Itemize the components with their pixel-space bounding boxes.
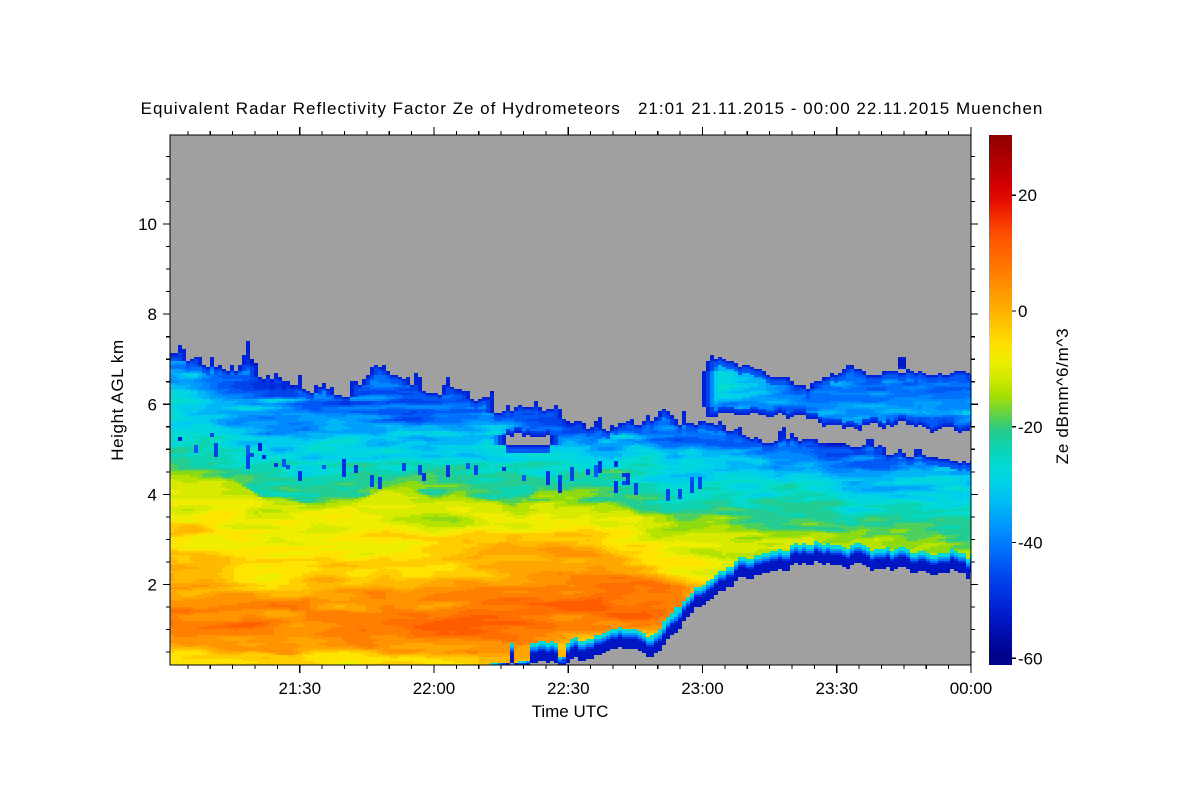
svg-text:0: 0 bbox=[1018, 302, 1027, 321]
svg-text:10: 10 bbox=[138, 215, 157, 234]
svg-text:8: 8 bbox=[148, 305, 157, 324]
svg-text:4: 4 bbox=[148, 485, 157, 504]
svg-text:Ze dBmm^6/m^3: Ze dBmm^6/m^3 bbox=[1053, 328, 1072, 465]
svg-text:23:00: 23:00 bbox=[681, 679, 724, 698]
svg-text:22:30: 22:30 bbox=[547, 679, 590, 698]
svg-text:-60: -60 bbox=[1018, 649, 1043, 668]
svg-text:21:30: 21:30 bbox=[279, 679, 322, 698]
svg-text:23:30: 23:30 bbox=[816, 679, 859, 698]
svg-text:22:00: 22:00 bbox=[413, 679, 456, 698]
svg-text:Time UTC: Time UTC bbox=[532, 702, 609, 721]
svg-text:00:00: 00:00 bbox=[950, 679, 993, 698]
svg-text:-20: -20 bbox=[1018, 418, 1043, 437]
svg-text:Height AGL km: Height AGL km bbox=[108, 339, 127, 461]
svg-text:-40: -40 bbox=[1018, 534, 1043, 553]
svg-text:Equivalent Radar Reflectivity: Equivalent Radar Reflectivity Factor Ze … bbox=[141, 99, 1044, 118]
svg-text:2: 2 bbox=[148, 576, 157, 595]
svg-text:6: 6 bbox=[148, 395, 157, 414]
svg-text:20: 20 bbox=[1018, 186, 1037, 205]
